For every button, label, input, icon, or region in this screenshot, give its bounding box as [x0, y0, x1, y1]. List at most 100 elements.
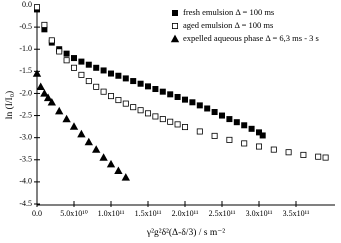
data-point	[181, 124, 188, 131]
x-tick-label: 0.0	[32, 209, 42, 218]
y-axis-title: ln (I/I₀)	[4, 91, 15, 119]
x-tick-label: 2.5x10¹¹	[209, 209, 236, 218]
data-point	[144, 83, 151, 90]
y-tick-label: -2.5	[19, 110, 32, 119]
data-point	[41, 21, 48, 28]
data-point	[196, 128, 203, 135]
data-point	[300, 151, 307, 158]
data-point	[71, 55, 78, 62]
data-point	[241, 140, 248, 147]
legend-text: expelled aqueous phase Δ = 6,3 ms - 3 s	[183, 33, 319, 43]
data-point	[255, 143, 262, 150]
data-point	[34, 4, 41, 11]
y-tick-label: -3.5	[19, 155, 32, 164]
data-point	[137, 80, 144, 87]
data-point	[270, 146, 277, 153]
x-tick-label: 1.0x10¹¹	[98, 209, 125, 218]
y-tick-label: 0.0	[22, 0, 32, 9]
data-point	[69, 122, 79, 130]
data-point	[226, 136, 233, 143]
data-point	[114, 166, 123, 175]
x-tick-label: 2.0x10¹¹	[172, 209, 199, 218]
data-point	[78, 71, 85, 78]
legend-marker	[170, 34, 180, 43]
data-point	[122, 100, 129, 107]
data-point	[62, 114, 71, 123]
data-point	[167, 118, 174, 125]
y-tick-label: -4.0	[19, 177, 32, 186]
data-point	[56, 48, 63, 55]
data-point	[106, 159, 116, 168]
data-point	[241, 122, 248, 129]
data-point	[63, 57, 70, 64]
y-tick-label: -3.0	[19, 132, 32, 141]
data-point	[211, 132, 218, 139]
data-point	[78, 58, 85, 65]
x-tick-label: 1.5x10¹¹	[135, 209, 162, 218]
data-point	[85, 61, 92, 68]
legend-marker	[171, 22, 178, 29]
data-point	[167, 91, 174, 98]
data-point	[43, 93, 53, 102]
data-point	[47, 97, 56, 106]
data-point	[159, 116, 166, 123]
data-point	[32, 69, 42, 77]
x-tick-label: 5.0x10¹⁰	[60, 209, 88, 218]
data-point	[77, 129, 86, 138]
y-tick-label: -1.5	[19, 66, 32, 75]
data-point	[196, 102, 203, 109]
data-point	[152, 113, 159, 120]
data-point	[159, 88, 166, 95]
y-tick-label: -2.0	[19, 88, 32, 97]
y-tick-label: -1.0	[19, 44, 32, 53]
x-tick-label: 3.0x10¹¹	[246, 209, 273, 218]
data-point	[181, 96, 188, 103]
legend-text: aged emulsion Δ = 100 ms	[183, 20, 273, 30]
data-point	[92, 145, 101, 153]
data-point	[204, 105, 211, 112]
data-point	[93, 64, 100, 71]
data-point	[315, 153, 322, 160]
data-point	[259, 132, 266, 139]
data-point	[108, 70, 115, 77]
x-axis-title: γ²g²δ²(Δ-δ/3) / s m⁻²	[146, 227, 225, 238]
data-point	[122, 75, 129, 82]
data-point	[108, 93, 115, 100]
data-point	[144, 110, 151, 117]
legend-text: fresh emulsion Δ = 100 ms	[183, 7, 274, 17]
data-point	[48, 37, 55, 44]
data-point	[85, 78, 92, 85]
data-point	[40, 89, 49, 97]
data-point	[63, 50, 70, 57]
data-point	[130, 104, 137, 111]
data-point	[115, 72, 122, 79]
data-point	[211, 109, 218, 116]
y-tick-label: -0.5	[19, 22, 32, 31]
y-tick-label: -4.5	[19, 199, 32, 208]
data-point	[174, 121, 181, 128]
data-point	[152, 86, 159, 93]
data-point	[218, 112, 225, 119]
data-point	[71, 64, 78, 71]
data-point	[130, 78, 137, 85]
data-point	[255, 129, 262, 136]
data-point	[137, 107, 144, 114]
data-point	[226, 116, 233, 123]
data-point	[93, 83, 100, 90]
data-point	[121, 173, 130, 181]
x-tick-label: 3.5x10¹¹	[283, 209, 310, 218]
data-point	[99, 153, 108, 161]
data-point	[100, 67, 107, 74]
data-point	[100, 88, 107, 95]
legend-marker	[171, 9, 178, 16]
data-point	[36, 82, 45, 91]
data-point	[322, 154, 329, 161]
data-point	[285, 149, 292, 156]
data-point	[189, 99, 196, 106]
data-point	[55, 106, 64, 115]
data-point	[174, 93, 181, 100]
data-point	[84, 137, 93, 146]
data-point	[248, 125, 255, 132]
data-point	[233, 119, 240, 126]
